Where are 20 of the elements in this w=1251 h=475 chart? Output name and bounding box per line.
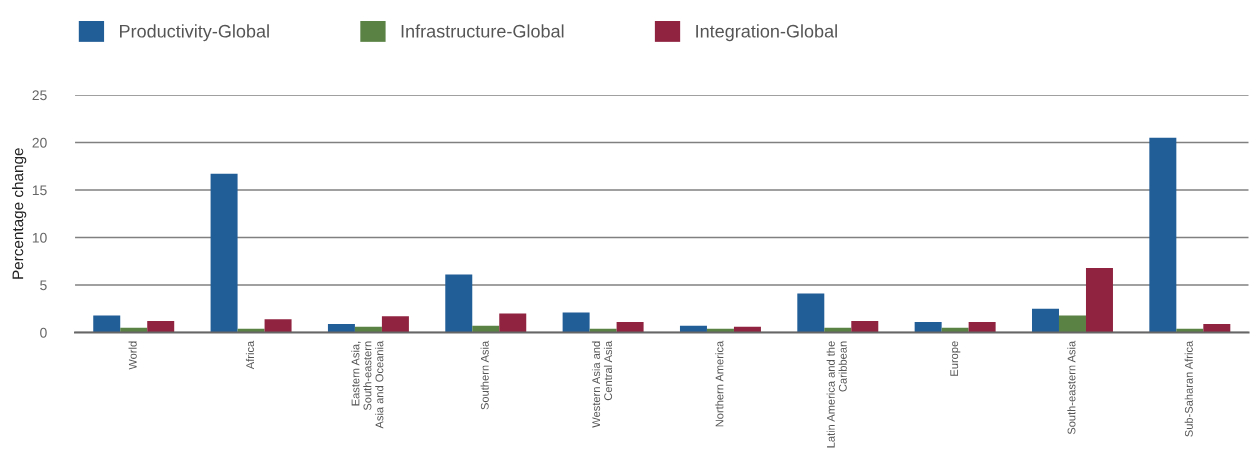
x-tick-label: Western Asia and Central Asia bbox=[591, 340, 613, 428]
x-tick-label: Europe bbox=[950, 341, 961, 376]
legend-label: Infrastructure-Global bbox=[401, 24, 564, 38]
legend-label: Integration-Global bbox=[696, 24, 837, 42]
x-tick-label: Northern America bbox=[715, 340, 724, 427]
x-tick-label: Eastern Asia, South-eastern Asia and Oceania bbox=[351, 340, 384, 429]
x-tick-label: Southern Asia bbox=[480, 340, 489, 410]
x-tick-label: World bbox=[128, 341, 137, 370]
x-tick-label: Latin America and the Caribbean bbox=[826, 341, 847, 448]
y-tick-label: 15 bbox=[32, 185, 47, 196]
x-tick-label: South-eastern Asia bbox=[1067, 340, 1076, 435]
x-tick-label: Africa bbox=[245, 340, 255, 370]
legend-label: Productivity-Global bbox=[120, 24, 269, 42]
y-tick-label: 0 bbox=[40, 327, 47, 338]
y-tick-label: 20 bbox=[32, 137, 47, 148]
x-tick-label: Sub-Saharan Africa bbox=[1184, 340, 1193, 437]
y-tick-label: 10 bbox=[32, 232, 47, 243]
y-tick-label: 5 bbox=[40, 280, 47, 291]
y-axis-title: Percentage change bbox=[12, 148, 27, 279]
y-tick-label: 25 bbox=[32, 90, 47, 101]
